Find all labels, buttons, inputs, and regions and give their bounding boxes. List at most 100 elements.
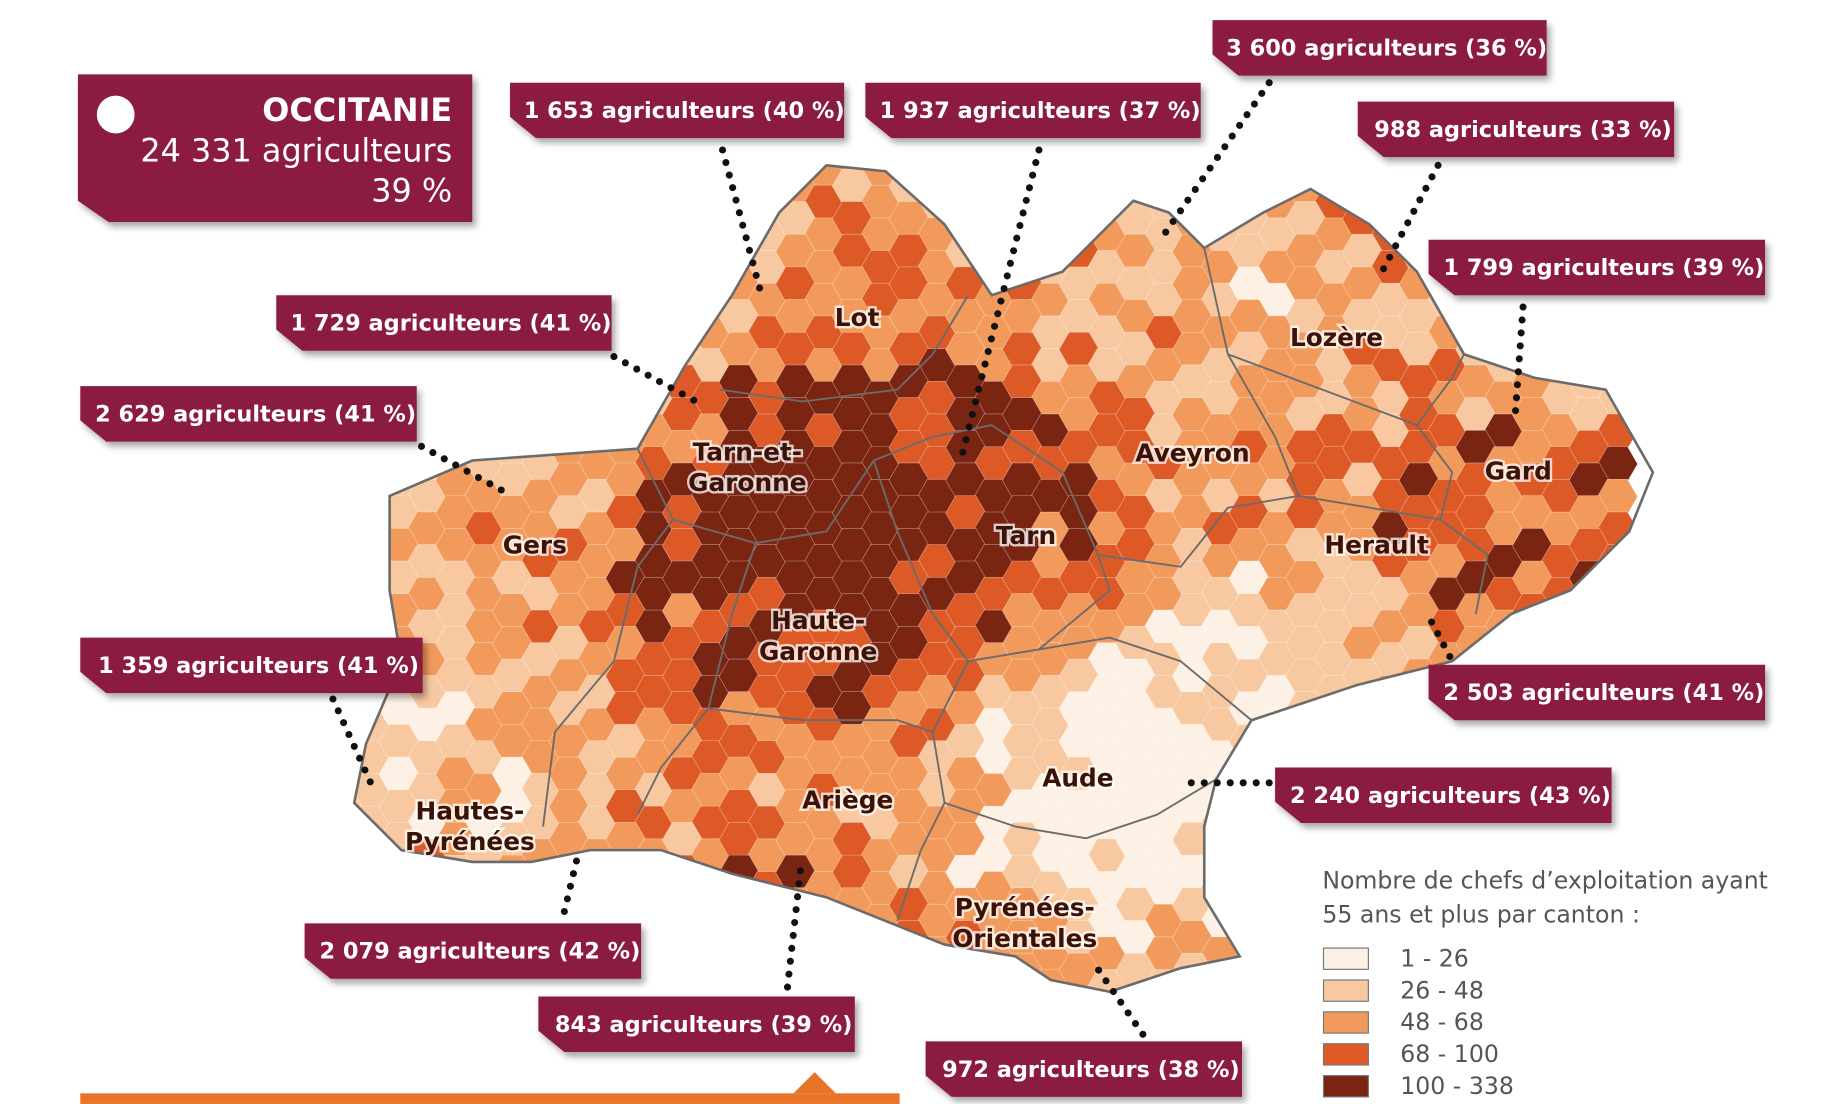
canton (1257, 838, 1298, 874)
canton (605, 397, 647, 433)
canton (1398, 724, 1440, 760)
department-name: Lozère (1290, 323, 1383, 352)
legend-label: 48 - 68 (1400, 1008, 1484, 1036)
legend-label: 68 - 100 (1400, 1040, 1499, 1068)
callout-box (1357, 101, 1675, 158)
canton (406, 871, 448, 907)
canton (1597, 184, 1638, 221)
canton (520, 871, 562, 907)
canton (1597, 577, 1638, 613)
canton (463, 250, 505, 286)
canton (1597, 165, 1638, 188)
callout-leader (417, 442, 512, 498)
canton (888, 165, 930, 172)
callout-leader (329, 695, 379, 797)
summary-share: 39 % (371, 171, 452, 209)
canton (520, 413, 562, 450)
canton (1427, 184, 1468, 221)
canton (1455, 724, 1497, 760)
callout-box (510, 82, 845, 139)
canton (520, 165, 562, 188)
canton (354, 854, 363, 891)
canton (435, 887, 477, 923)
callout-box (865, 82, 1201, 139)
legend-label: 1 - 26 (1400, 944, 1469, 972)
canton (1313, 707, 1355, 744)
canton (1285, 165, 1327, 172)
canton (633, 282, 675, 319)
canton (491, 201, 533, 237)
canton (1200, 969, 1242, 992)
canton (1455, 201, 1497, 237)
department-name: Ariège (802, 786, 893, 815)
legend-label: 100 - 338 (1400, 1072, 1514, 1100)
canton (354, 838, 392, 874)
legend-swatch (1322, 1011, 1369, 1034)
legend-title: Nombre de chefs d’exploitation ayant (1322, 866, 1768, 894)
canton (406, 250, 448, 286)
canton (1030, 184, 1072, 221)
canton (520, 380, 562, 417)
canton (1483, 184, 1525, 221)
canton (1313, 165, 1355, 188)
summary-background (77, 74, 473, 223)
canton (1568, 593, 1610, 629)
department-name: Herault (1324, 531, 1429, 560)
department-name: Gers (503, 531, 567, 560)
canton (378, 233, 420, 270)
canton (633, 250, 675, 286)
canton (463, 217, 505, 253)
canton (718, 168, 760, 204)
canton (435, 397, 477, 433)
canton (945, 165, 987, 172)
canton (662, 952, 703, 989)
canton (1257, 903, 1298, 940)
canton (690, 217, 732, 253)
canton (1257, 969, 1298, 992)
canton (1030, 165, 1072, 188)
canton (354, 577, 392, 613)
canton (1512, 626, 1553, 662)
callout-text: 988 agriculteurs (33 %) (1374, 117, 1672, 143)
canton (1483, 969, 1525, 992)
canton (1370, 165, 1412, 188)
canton (1228, 822, 1270, 858)
canton (1285, 952, 1327, 989)
canton (633, 217, 675, 253)
canton (1228, 168, 1270, 204)
summary-farmers: 24 331 agriculteurs (140, 131, 452, 169)
canton (662, 168, 703, 204)
department-borders (352, 163, 1655, 994)
callout-box (1212, 20, 1547, 76)
callout-box (276, 295, 612, 351)
canton (605, 854, 647, 891)
canton (1512, 201, 1553, 237)
callout-leader (1425, 612, 1454, 661)
canton (1228, 887, 1270, 923)
canton (1030, 217, 1072, 253)
canton (775, 952, 817, 989)
canton (1568, 952, 1610, 989)
callout-leader (719, 146, 766, 299)
callout-leader (610, 353, 707, 409)
legend: Nombre de chefs d’exploitation ayant 55 … (1322, 866, 1768, 1099)
canton (491, 397, 533, 433)
canton (576, 348, 618, 384)
canton (718, 201, 760, 237)
canton (491, 233, 533, 270)
canton (1257, 871, 1298, 907)
department-name: Orientales (952, 924, 1097, 953)
canton (406, 217, 448, 253)
department-name: Haute- (771, 606, 865, 635)
department-name: Tarn (996, 521, 1056, 550)
footer-bar (80, 1072, 900, 1104)
canton (662, 299, 703, 335)
canton (690, 184, 732, 221)
callout-text: 2 503 agriculteurs (41 %) (1443, 680, 1764, 706)
canton (576, 871, 618, 907)
canton (1568, 331, 1610, 368)
canton (973, 184, 1015, 221)
canton (1228, 165, 1270, 172)
callout-text: 2 240 agriculteurs (43 %) (1290, 783, 1611, 809)
department-name: Garonne (759, 637, 877, 666)
